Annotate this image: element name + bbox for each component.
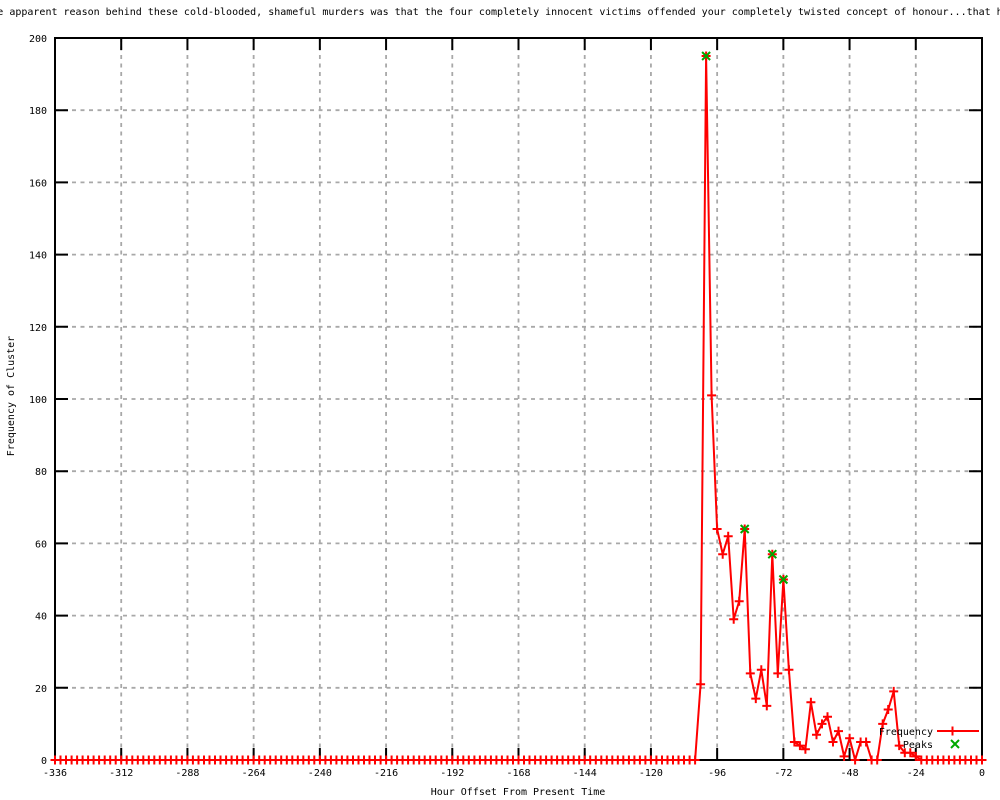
y-tick-label: 0 — [41, 756, 47, 767]
x-tick-label: -72 — [774, 768, 792, 779]
x-tick-label: -24 — [907, 768, 925, 779]
legend: Frequency Peaks — [879, 726, 979, 751]
x-tick-label: -312 — [109, 768, 133, 779]
frequency-point-markers — [50, 51, 987, 765]
x-tick-label: -120 — [639, 768, 663, 779]
x-tick-label: -192 — [440, 768, 464, 779]
x-tick-label: -240 — [308, 768, 332, 779]
plot-generated-layer: -336 -312 -288 -264 -240 -216 -192 -168 -144 -120… — [29, 34, 987, 779]
x-tick-label: -96 — [708, 768, 726, 779]
y-tick-label: 140 — [29, 251, 47, 262]
y-tick-label: 100 — [29, 395, 47, 406]
y-tick-label: 180 — [29, 106, 47, 117]
x-tick-label: -144 — [573, 768, 597, 779]
frequency-line — [55, 55, 982, 764]
x-tick-label: -264 — [242, 768, 266, 779]
y-tick-label: 40 — [35, 612, 47, 623]
legend-frequency-line-sample — [937, 726, 979, 736]
x-tick-label: -48 — [841, 768, 859, 779]
legend-frequency-label: Frequency — [879, 727, 933, 738]
y-tick-label: 20 — [35, 684, 47, 695]
y-tick-label: 200 — [29, 34, 47, 45]
x-axis-label: Hour Offset From Present Time — [431, 787, 606, 798]
y-tick-label: 120 — [29, 323, 47, 334]
x-tick-label: -336 — [43, 768, 67, 779]
y-tick-label: 80 — [35, 467, 47, 478]
axis-ticks — [54, 37, 983, 761]
y-tick-label: 160 — [29, 178, 47, 189]
x-tick-label: 0 — [979, 768, 985, 779]
legend-peaks-cross-sample — [950, 739, 960, 749]
x-tick-label: -216 — [374, 768, 398, 779]
y-axis-label: Frequency of Cluster — [6, 336, 17, 456]
peak-markers — [701, 51, 789, 585]
legend-peaks-label: Peaks — [903, 740, 933, 751]
x-tick-label: -168 — [506, 768, 530, 779]
x-tick-label: -288 — [175, 768, 199, 779]
y-tick-label: 60 — [35, 539, 47, 550]
chart-title: e apparent reason behind these cold-bloo… — [0, 7, 1000, 18]
